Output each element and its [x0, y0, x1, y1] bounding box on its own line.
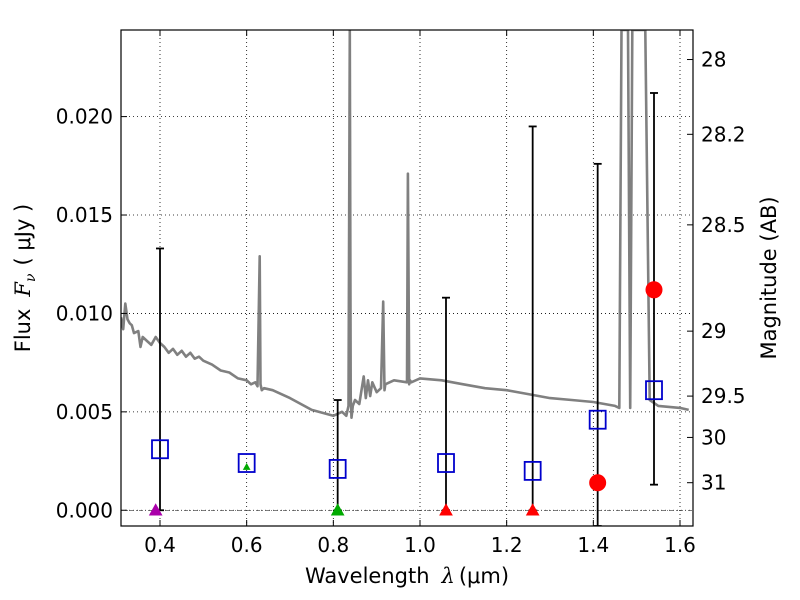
right-tick-label: 29	[701, 319, 726, 343]
detection-circle	[589, 474, 607, 492]
y-tick-label: 0.005	[56, 400, 113, 424]
y-axis-title-symbol: F	[11, 281, 35, 298]
x-tick-label: 0.4	[144, 533, 176, 557]
photometry-square	[523, 460, 542, 481]
y-tick-label: 0.015	[56, 203, 113, 227]
x-tick-label: 1.4	[577, 533, 609, 557]
nondetection-triangle	[330, 503, 345, 516]
x-axis-title-units: (μm)	[459, 564, 509, 588]
photometry-square	[588, 409, 607, 430]
y-axis-title-prefix: Flux	[11, 309, 35, 353]
right-tick-label: 29.5	[701, 384, 746, 408]
y-tick-label: 0.000	[56, 498, 113, 522]
y-axis-title-subscript: ν	[23, 273, 39, 282]
right-tick-label: 30	[701, 425, 726, 449]
y-tick-label: 0.020	[56, 105, 113, 129]
photometry-square	[328, 459, 347, 479]
detection-circle	[645, 281, 663, 299]
right-tick-label: 31	[701, 471, 726, 495]
right-axis-title: Magnitude (AB)	[757, 196, 781, 359]
nondetection-triangle	[525, 503, 540, 516]
x-tick-label: 0.6	[231, 533, 263, 557]
nondetection-triangle	[439, 503, 453, 516]
plot-area	[121, 30, 693, 526]
x-axis-title-symbol: λ	[441, 564, 455, 588]
x-tick-label: 1.0	[404, 533, 436, 557]
photometry-square	[151, 439, 169, 460]
y-axis-title: Flux Fν ( μJy )	[11, 204, 39, 352]
nondetection-triangle	[242, 462, 251, 470]
series-group	[121, 30, 693, 526]
plot-frame	[120, 29, 694, 527]
x-axis-title-prefix: Wavelength	[305, 564, 430, 588]
photometry-square	[645, 380, 663, 401]
y-tick-label: 0.010	[56, 301, 113, 325]
x-tick-label: 0.8	[317, 533, 349, 557]
photometry-square	[437, 453, 455, 473]
axes: 0.4 0.6 0.8 1.0 1.2 1.4 1.6 0.000 0.005 0.010 0.01…	[56, 30, 746, 557]
right-tick-label: 28	[701, 48, 726, 72]
right-tick-label: 28.5	[701, 213, 746, 237]
nondetection-triangle	[148, 503, 163, 516]
y-axis-title-units: ( μJy )	[11, 204, 35, 266]
photometry-square	[237, 453, 256, 473]
right-tick-label: 28.2	[701, 122, 746, 146]
x-axis-title: Wavelength λ (μm)	[305, 564, 509, 588]
x-tick-label: 1.2	[491, 533, 523, 557]
x-tick-label: 1.6	[664, 533, 696, 557]
